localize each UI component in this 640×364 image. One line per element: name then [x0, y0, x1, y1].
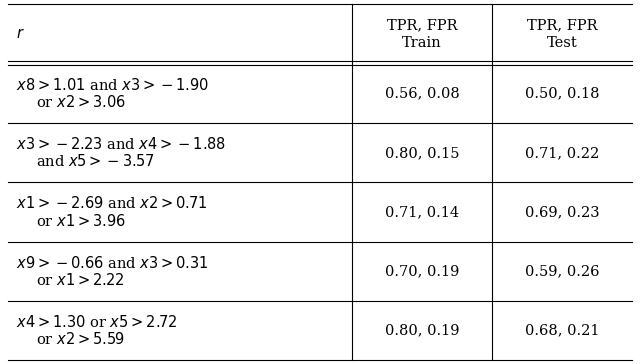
- Text: 0.70, 0.19: 0.70, 0.19: [385, 264, 459, 278]
- Text: $r$: $r$: [16, 27, 25, 41]
- Text: TPR, FPR
Train: TPR, FPR Train: [387, 18, 457, 50]
- Text: TPR, FPR
Test: TPR, FPR Test: [527, 18, 597, 50]
- Text: 0.56, 0.08: 0.56, 0.08: [385, 87, 460, 100]
- Text: 0.80, 0.19: 0.80, 0.19: [385, 323, 460, 337]
- Text: 0.50, 0.18: 0.50, 0.18: [525, 87, 599, 100]
- Text: $x4 > 1.30$ or $x5 > 2.72$: $x4 > 1.30$ or $x5 > 2.72$: [16, 314, 178, 330]
- Text: and $x5 > -3.57$: and $x5 > -3.57$: [36, 153, 154, 169]
- Text: or $x1 > 3.96$: or $x1 > 3.96$: [36, 213, 126, 229]
- Text: $x8 > 1.01$ and $x3 > -1.90$: $x8 > 1.01$ and $x3 > -1.90$: [16, 77, 209, 93]
- Text: or $x2 > 3.06$: or $x2 > 3.06$: [36, 94, 126, 110]
- Text: or $x2 > 5.59$: or $x2 > 5.59$: [36, 331, 125, 347]
- Text: 0.69, 0.23: 0.69, 0.23: [525, 205, 599, 219]
- Text: 0.71, 0.14: 0.71, 0.14: [385, 205, 459, 219]
- Text: 0.59, 0.26: 0.59, 0.26: [525, 264, 599, 278]
- Text: or $x1 > 2.22$: or $x1 > 2.22$: [36, 272, 125, 288]
- Text: 0.80, 0.15: 0.80, 0.15: [385, 146, 460, 160]
- Text: $x3 > -2.23$ and $x4 > -1.88$: $x3 > -2.23$ and $x4 > -1.88$: [16, 136, 226, 152]
- Text: 0.71, 0.22: 0.71, 0.22: [525, 146, 599, 160]
- Text: $x1 > -2.69$ and $x2 > 0.71$: $x1 > -2.69$ and $x2 > 0.71$: [16, 195, 207, 211]
- Text: $x9 > -0.66$ and $x3 > 0.31$: $x9 > -0.66$ and $x3 > 0.31$: [16, 255, 209, 271]
- Text: 0.68, 0.21: 0.68, 0.21: [525, 323, 599, 337]
